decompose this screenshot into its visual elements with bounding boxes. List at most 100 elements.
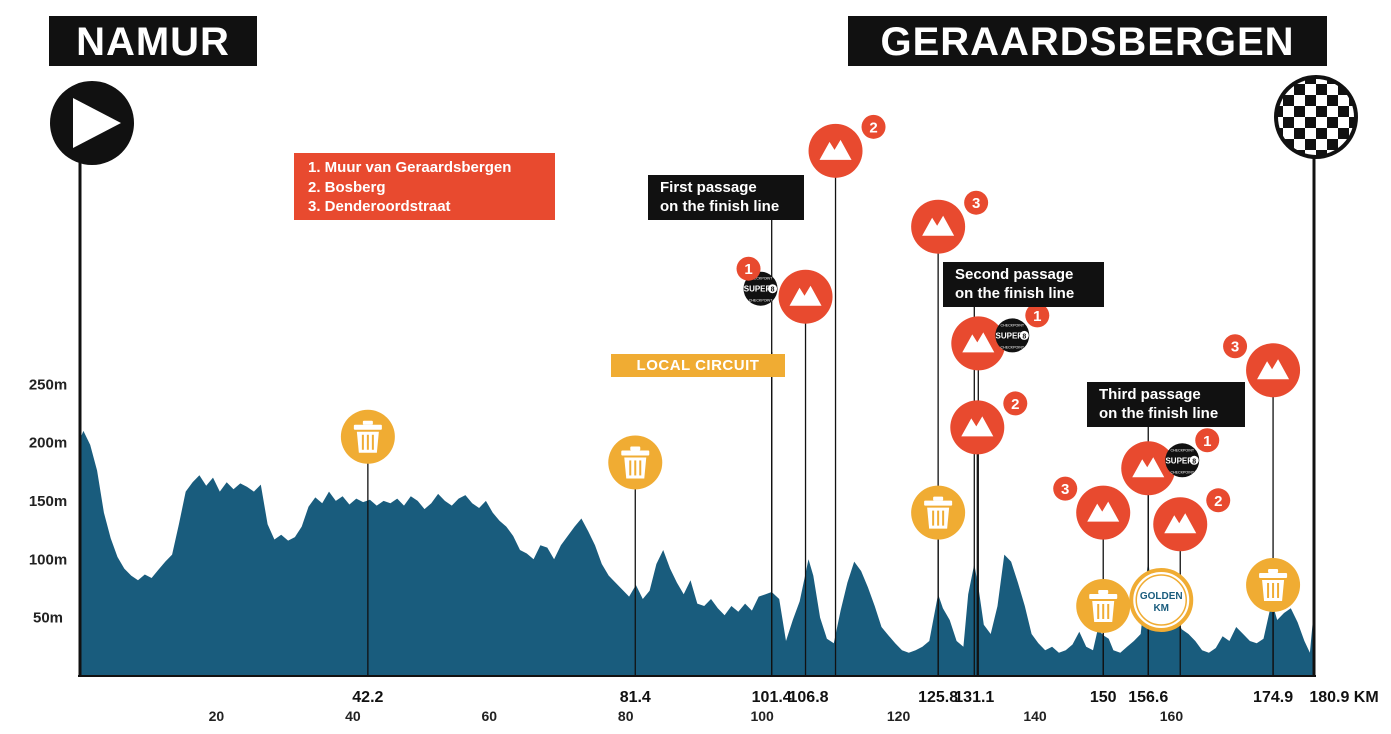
- x-minor-tick-label: 60: [481, 708, 497, 724]
- super8-digit: 8: [1192, 458, 1196, 465]
- mountain-icon: [819, 139, 852, 160]
- super8-ring-text: CHECKPOINT: [1001, 323, 1025, 327]
- x-minor-tick-label: 160: [1160, 708, 1184, 724]
- finish-city-label: GERAARDSBERGEN: [848, 16, 1327, 66]
- passage-line: on the finish line: [955, 285, 1075, 302]
- climb-marker: [950, 400, 1005, 455]
- x-minor-tick-label: 20: [209, 708, 225, 724]
- climb-number-badge: 1: [736, 256, 761, 281]
- climb-number: 2: [1214, 493, 1222, 510]
- legend-item: 2. Bosberg: [308, 178, 386, 196]
- x-minor-tick-label: 140: [1023, 708, 1047, 724]
- x-major-tick-label: 150: [1090, 689, 1117, 706]
- mountain-icon: [1087, 501, 1120, 522]
- trash-can-icon: [353, 420, 382, 453]
- super8-ring-text: CHECKPOINT: [1170, 470, 1194, 474]
- passage-line: on the finish line: [1099, 405, 1219, 422]
- x-major-tick-label: 180.9 KM: [1309, 689, 1378, 706]
- mountain-icon: [1132, 457, 1165, 478]
- mountain-icon: [922, 215, 955, 236]
- mountain-icon: [1257, 359, 1290, 380]
- x-major-tick-label: 42.2: [352, 689, 383, 706]
- climb-number-badge: 2: [1206, 488, 1231, 513]
- super8-digit: 8: [1022, 333, 1026, 340]
- super8-ring-text: CHECKPOINT: [1170, 448, 1194, 452]
- trash-can-icon: [1259, 568, 1288, 601]
- golden-km-text: GOLDEN: [1140, 591, 1183, 602]
- climb-number: 2: [869, 119, 877, 136]
- super8-checkpoint-icon: SUPER 8 CHECKPOINT CHECKPOINT: [1165, 443, 1200, 478]
- x-major-tick-label: 101.4: [752, 689, 792, 706]
- super8-ring-text: CHECKPOINT: [1001, 345, 1025, 349]
- mountain-icon: [789, 285, 822, 306]
- passage-line: Third passage: [1099, 386, 1201, 403]
- mountain-icon: [961, 416, 994, 437]
- climb-number: 3: [1231, 339, 1239, 356]
- start-city-label: NAMUR: [49, 16, 257, 66]
- x-minor-tick-label: 40: [345, 708, 361, 724]
- golden-km-text: KM: [1153, 603, 1169, 614]
- climb-marker: [1121, 441, 1176, 496]
- feed-zone-marker: [1246, 557, 1301, 612]
- x-minor-tick-label: 80: [618, 708, 634, 724]
- climb-marker: [951, 316, 1006, 371]
- climb-marker: [1076, 485, 1131, 540]
- play-icon: [73, 98, 121, 148]
- checkered-flag-icon: [1278, 79, 1354, 155]
- trash-can-icon: [1089, 589, 1118, 622]
- first-passage-label: First passage on the finish line: [648, 175, 804, 220]
- x-minor-tick-label: 120: [887, 708, 911, 724]
- climb-marker: [778, 269, 833, 324]
- start-marker: [50, 81, 134, 165]
- feed-zone-marker: [608, 435, 663, 490]
- y-tick-label: 100m: [29, 551, 67, 568]
- climb-number: 1: [1203, 433, 1211, 450]
- super8-digit: 8: [771, 287, 775, 294]
- elevation-area: [80, 430, 1314, 676]
- feed-zone-marker: [1076, 578, 1131, 633]
- y-tick-label: 250m: [29, 376, 67, 393]
- climb-number: 3: [972, 195, 980, 212]
- y-tick-label: 200m: [29, 435, 67, 452]
- x-major-tick-label: 125.8: [918, 689, 958, 706]
- x-minor-tick-label: 100: [750, 708, 774, 724]
- x-major-tick-label: 81.4: [620, 689, 651, 706]
- feed-zone-marker: [340, 409, 395, 464]
- climb-number-badge: 1: [1195, 428, 1220, 453]
- climb-marker: [911, 199, 966, 254]
- x-major-tick-label: 131.1: [954, 689, 994, 706]
- super8-text: SUPER: [996, 331, 1024, 340]
- marker-stems: [78, 140, 1316, 676]
- super8-text: SUPER: [744, 285, 772, 294]
- climb-marker: [1153, 497, 1208, 552]
- climb-number-badge: 2: [1003, 391, 1028, 416]
- trash-can-icon: [924, 496, 953, 529]
- climb-number-badge: 2: [861, 114, 886, 139]
- climb-number: 1: [744, 261, 752, 278]
- climb-number-badge: 3: [964, 190, 989, 215]
- super8-checkpoint-icon: SUPER 8 CHECKPOINT CHECKPOINT: [995, 318, 1030, 353]
- local-circuit-label: LOCAL CIRCUIT: [611, 354, 785, 377]
- passage-line: First passage: [660, 179, 757, 196]
- climb-marker: [808, 123, 863, 178]
- legend-item: 3. Denderoordstraat: [308, 198, 451, 215]
- x-major-tick-label: 156.6: [1128, 689, 1168, 706]
- legend-item: 1. Muur van Geraardsbergen: [308, 159, 512, 176]
- climb-number-badge: 1: [1025, 303, 1050, 328]
- climb-number-badge: 3: [1053, 476, 1078, 501]
- passage-line: on the finish line: [660, 198, 780, 215]
- y-axis: 50m 100m 150m 200m 250m: [29, 376, 67, 626]
- finish-marker: [1274, 75, 1358, 159]
- super8-checkpoint-icon: SUPER 8 CHECKPOINT CHECKPOINT: [743, 271, 778, 306]
- mountain-icon: [962, 332, 995, 353]
- y-tick-label: 50m: [33, 610, 63, 627]
- climb-legend: 1. Muur van Geraardsbergen 2. Bosberg 3.…: [294, 153, 555, 220]
- climb-number: 3: [1061, 481, 1069, 498]
- golden-km-ring: [1129, 568, 1194, 632]
- passage-line: Second passage: [955, 266, 1074, 283]
- x-major-tick-label: 174.9: [1253, 689, 1293, 706]
